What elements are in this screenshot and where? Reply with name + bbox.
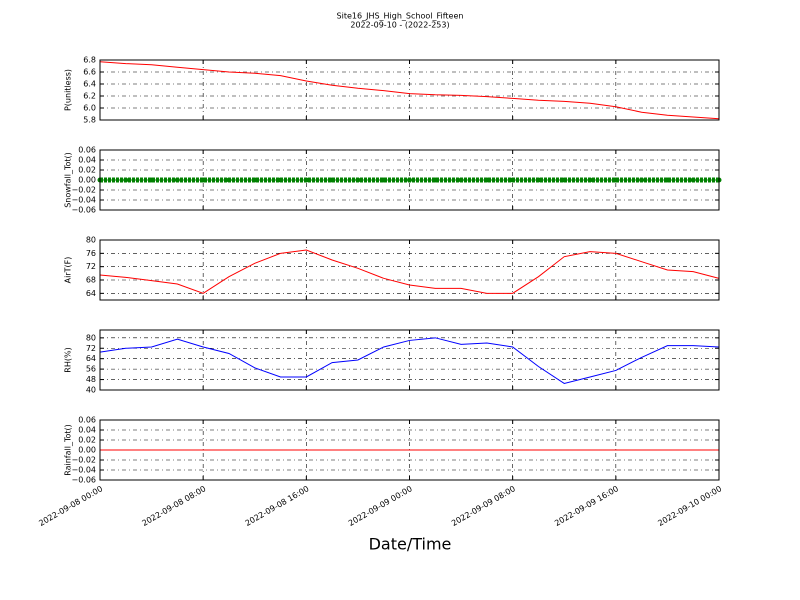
x-tick-label: 2022-09-08 00:00 bbox=[37, 484, 104, 528]
y-tick-label: 6.8 bbox=[83, 56, 96, 65]
x-tick-label: 2022-09-08 16:00 bbox=[244, 484, 311, 528]
data-point bbox=[690, 177, 696, 183]
y-axis-label: RH(%) bbox=[64, 347, 73, 372]
data-point bbox=[123, 177, 129, 183]
data-point bbox=[510, 177, 516, 183]
data-point bbox=[587, 177, 593, 183]
plot-frame bbox=[99, 239, 720, 301]
y-axis-label: Rainfall_Tot() bbox=[64, 424, 73, 476]
plot-frame bbox=[99, 329, 720, 391]
y-tick-label: 0.00 bbox=[78, 176, 96, 185]
data-point bbox=[226, 177, 232, 183]
y-tick-label: 72 bbox=[86, 262, 96, 271]
data-point bbox=[174, 177, 180, 183]
y-axis-label: P(unitless) bbox=[64, 69, 73, 111]
data-point bbox=[303, 177, 309, 183]
data-point bbox=[278, 177, 284, 183]
x-tick-label: 2022-09-08 08:00 bbox=[140, 484, 207, 528]
x-tick-label: 2022-09-09 08:00 bbox=[450, 484, 517, 528]
y-tick-label: 64 bbox=[86, 289, 96, 298]
data-point bbox=[355, 177, 361, 183]
data-point bbox=[149, 177, 155, 183]
plot-frame bbox=[99, 59, 720, 121]
data-point bbox=[407, 177, 412, 183]
data-point bbox=[561, 177, 567, 183]
y-tick-label: 0.02 bbox=[78, 436, 96, 445]
data-point bbox=[639, 177, 645, 183]
plot-frame bbox=[99, 149, 720, 211]
data-point bbox=[381, 177, 387, 183]
y-tick-label: 5.8 bbox=[83, 116, 96, 125]
y-tick-label: −0.02 bbox=[71, 186, 96, 195]
y-tick-label: 64 bbox=[86, 354, 96, 363]
data-point bbox=[484, 177, 490, 183]
data-point bbox=[200, 177, 206, 183]
data-point bbox=[664, 177, 670, 183]
y-tick-label: 0.06 bbox=[78, 416, 96, 425]
x-axis-label: Date/Time bbox=[369, 535, 452, 554]
y-tick-label: 0.00 bbox=[78, 446, 96, 455]
y-tick-label: 40 bbox=[86, 386, 96, 395]
y-tick-label: 80 bbox=[86, 236, 96, 245]
chart-title: Site16_JHS_High_School_Fifteen bbox=[337, 12, 464, 21]
y-tick-label: 56 bbox=[86, 365, 96, 374]
y-tick-label: 6.0 bbox=[83, 104, 96, 113]
y-tick-label: 76 bbox=[86, 249, 96, 258]
y-tick-label: 6.2 bbox=[83, 92, 96, 101]
y-tick-label: 72 bbox=[86, 344, 96, 353]
y-tick-label: 68 bbox=[86, 276, 96, 285]
y-tick-label: −0.04 bbox=[71, 196, 96, 205]
data-point bbox=[432, 177, 438, 183]
data-line bbox=[99, 337, 720, 385]
y-tick-label: −0.02 bbox=[71, 456, 96, 465]
y-tick-label: −0.06 bbox=[71, 476, 96, 485]
y-axis-label: Snowfall_Tot() bbox=[64, 152, 73, 208]
y-tick-label: 0.02 bbox=[78, 166, 96, 175]
y-tick-label: 80 bbox=[86, 333, 96, 342]
data-point bbox=[458, 177, 464, 183]
x-tick-label: 2022-09-09 00:00 bbox=[347, 484, 414, 528]
data-point bbox=[535, 177, 541, 183]
x-tick-label: 2022-09-09 16:00 bbox=[553, 484, 620, 528]
y-tick-label: 0.04 bbox=[78, 156, 96, 165]
y-tick-label: 6.4 bbox=[83, 80, 96, 89]
data-line bbox=[99, 249, 720, 294]
y-tick-label: 6.6 bbox=[83, 68, 96, 77]
data-point bbox=[329, 177, 335, 183]
y-tick-label: −0.04 bbox=[71, 466, 96, 475]
y-axis-label: AirT(F) bbox=[64, 257, 73, 284]
x-tick-label: 2022-09-10 00:00 bbox=[656, 484, 723, 528]
y-tick-label: 48 bbox=[86, 375, 96, 384]
plot-frame bbox=[99, 419, 720, 481]
y-tick-label: 0.04 bbox=[78, 426, 96, 435]
data-point bbox=[613, 177, 619, 183]
data-line bbox=[99, 61, 720, 120]
y-tick-label: −0.06 bbox=[71, 206, 96, 215]
y-tick-label: 0.06 bbox=[78, 146, 96, 155]
chart-subtitle: 2022-09-10 - (2022-253) bbox=[350, 21, 449, 30]
data-point bbox=[252, 177, 258, 183]
